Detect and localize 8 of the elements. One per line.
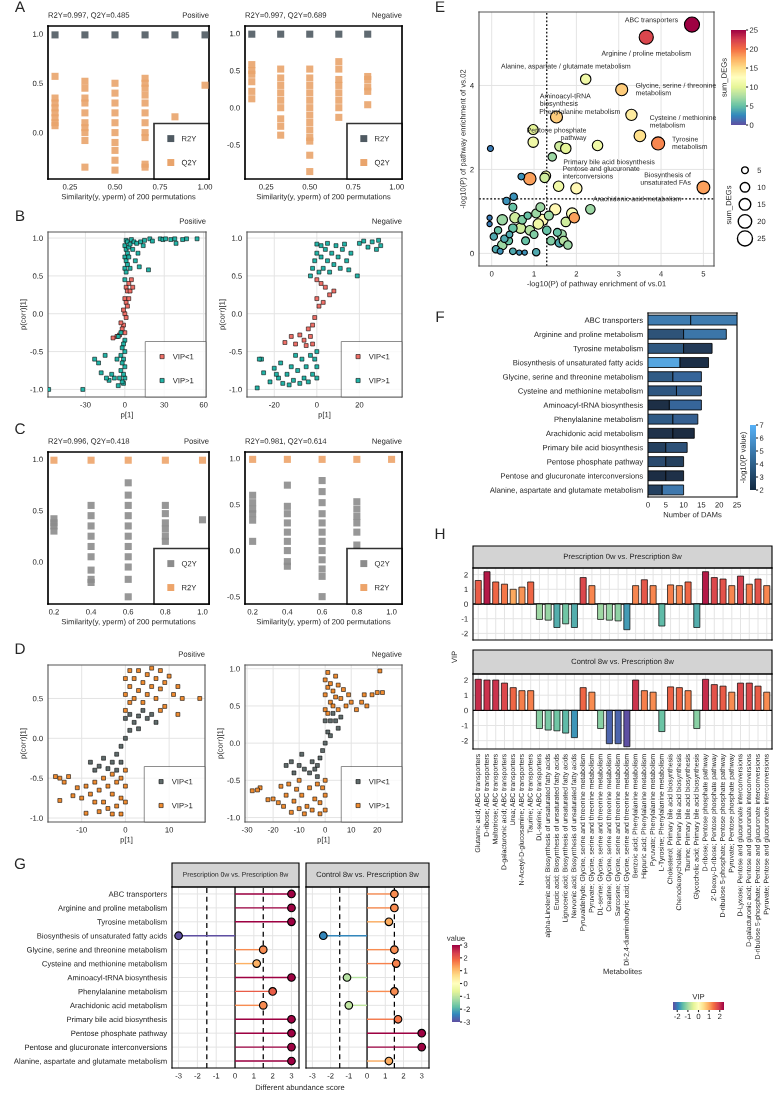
- text: G: [14, 858, 25, 870]
- text: H: [435, 528, 445, 539]
- text: A: [14, 1, 26, 12]
- text: F: [436, 311, 445, 322]
- text: E: [436, 1, 445, 12]
- text: C: [15, 423, 25, 435]
- text: B: [16, 210, 25, 221]
- text: D: [15, 643, 25, 654]
